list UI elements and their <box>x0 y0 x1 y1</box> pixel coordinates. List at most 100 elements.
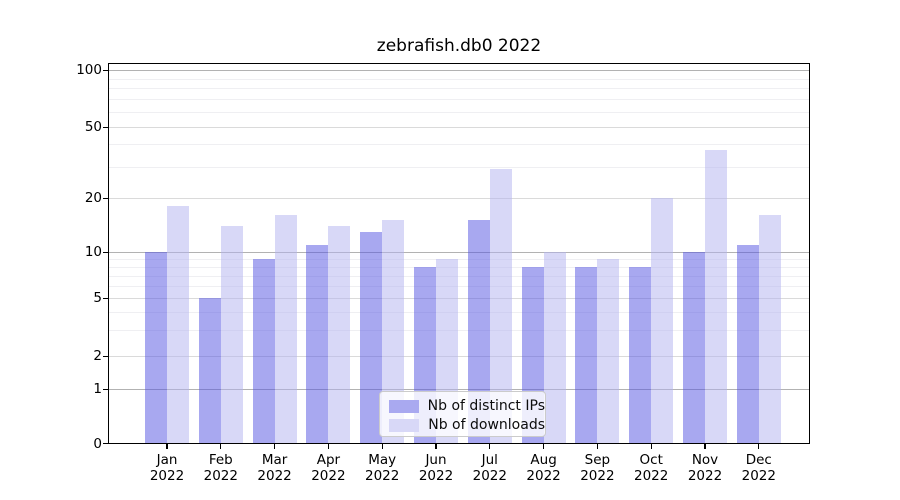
x-label-year-jul: 2022 <box>472 468 507 484</box>
x-label-month-feb: Feb <box>208 452 233 468</box>
bar-downloads-feb <box>220 225 243 444</box>
bar-distinct-ips-feb <box>198 298 221 444</box>
x-tick-label-jun: Jun 2022 <box>405 452 467 484</box>
x-tick-label-jul: Jul 2022 <box>459 452 521 484</box>
legend-swatch-downloads <box>389 418 420 432</box>
gridline-9 <box>108 258 810 260</box>
bar-downloads-jan <box>167 206 189 444</box>
y-tick-2 <box>103 355 108 357</box>
x-label-month-dec: Dec <box>745 452 772 468</box>
x-label-year-mar: 2022 <box>257 468 292 484</box>
legend-label-downloads: Nb of downloads <box>428 417 545 433</box>
x-label-year-may: 2022 <box>365 468 400 484</box>
x-tick-label-mar: Mar 2022 <box>244 452 306 484</box>
bar-downloads-aug <box>543 252 566 444</box>
bar-distinct-ips-apr <box>306 244 329 444</box>
bar-distinct-ips-nov <box>683 252 705 444</box>
gridline-80 <box>108 88 810 90</box>
x-tick-label-nov: Nov 2022 <box>674 452 736 484</box>
bar-downloads-oct <box>651 198 674 444</box>
x-tick-dec <box>758 444 760 449</box>
x-tick-label-dec: Dec 2022 <box>728 452 790 484</box>
x-label-year-jan: 2022 <box>149 468 185 484</box>
gridline-3 <box>108 330 810 332</box>
x-tick-apr <box>327 444 330 449</box>
x-label-month-sep: Sep <box>584 452 611 468</box>
x-label-year-oct: 2022 <box>634 468 669 484</box>
x-label-year-nov: 2022 <box>687 468 723 484</box>
y-tick-1 <box>103 388 108 390</box>
bar-downloads-sep <box>597 258 620 444</box>
gridline-2 <box>108 356 810 357</box>
x-tick-label-apr: Apr 2022 <box>297 452 359 484</box>
gridline-20 <box>108 198 810 199</box>
x-label-month-jul: Jul <box>481 452 498 468</box>
x-label-month-aug: Aug <box>530 452 557 468</box>
y-tick-50 <box>103 126 108 128</box>
x-label-month-jun: Jun <box>425 452 447 468</box>
bar-distinct-ips-may <box>360 231 383 444</box>
gridline-90 <box>108 78 810 80</box>
y-tick-10 <box>103 251 108 253</box>
x-tick-label-feb: Feb 2022 <box>190 452 252 484</box>
legend: Nb of distinct IPs Nb of downloads <box>379 391 546 437</box>
y-tick-label-5: 5 <box>93 290 102 306</box>
x-tick-label-may: May 2022 <box>351 452 413 484</box>
x-tick-label-oct: Oct 2022 <box>620 452 682 484</box>
bar-downloads-mar <box>274 215 297 444</box>
bar-distinct-ips-jul <box>467 220 490 444</box>
x-tick-oct <box>650 444 652 449</box>
bar-downloads-jul <box>489 169 512 444</box>
x-tick-nov <box>704 444 706 449</box>
x-label-month-nov: Nov <box>691 452 719 468</box>
legend-swatch-distinct-ips <box>389 399 419 413</box>
x-label-month-oct: Oct <box>639 452 663 468</box>
legend-label-distinct-ips: Nb of distinct IPs <box>427 398 545 414</box>
gridline-40 <box>108 144 810 146</box>
legend-item-downloads: Nb of downloads <box>389 416 545 434</box>
y-tick-0 <box>103 443 108 445</box>
x-label-year-jun: 2022 <box>418 468 454 484</box>
x-tick-jun <box>435 444 437 449</box>
x-label-month-jan: Jan <box>156 452 178 468</box>
bar-downloads-dec <box>758 215 781 444</box>
gridline-8 <box>108 266 810 268</box>
y-tick-label-2: 2 <box>93 348 102 364</box>
y-tick-label-100: 100 <box>76 62 102 78</box>
x-label-year-dec: 2022 <box>741 468 776 484</box>
x-label-month-mar: Mar <box>261 452 288 468</box>
x-tick-label-jan: Jan 2022 <box>136 452 198 484</box>
y-tick-5 <box>103 297 108 299</box>
x-tick-feb <box>220 444 222 449</box>
x-tick-mar <box>274 444 276 449</box>
gridline-30 <box>108 166 810 168</box>
gridline-6 <box>108 285 810 287</box>
y-tick-label-0: 0 <box>93 435 102 452</box>
x-tick-label-aug: Aug 2022 <box>513 452 575 484</box>
x-tick-aug <box>543 444 545 449</box>
x-label-year-aug: 2022 <box>526 468 561 484</box>
y-tick-label-20: 20 <box>84 190 102 206</box>
gridline-70 <box>108 99 810 101</box>
bar-downloads-apr <box>328 225 351 444</box>
bar-distinct-ips-mar <box>252 258 275 444</box>
chart-title: zebrafish.db0 2022 <box>376 36 542 56</box>
plot-area <box>108 63 810 444</box>
y-tick-20 <box>103 197 108 199</box>
y-tick-label-1: 1 <box>93 381 102 397</box>
x-label-month-apr: Apr <box>316 452 341 468</box>
bar-distinct-ips-oct <box>629 266 652 444</box>
legend-item-distinct-ips: Nb of distinct IPs <box>389 397 545 415</box>
y-tick-label-10: 10 <box>84 244 102 260</box>
gridline-50 <box>108 127 810 128</box>
bar-distinct-ips-sep <box>575 266 598 444</box>
y-tick-label-50: 50 <box>84 119 102 135</box>
gridline-4 <box>108 312 810 314</box>
x-tick-label-sep: Sep 2022 <box>566 452 628 484</box>
gridline-60 <box>108 112 810 113</box>
x-label-month-may: May <box>368 452 397 468</box>
gridline-10 <box>108 252 810 254</box>
x-label-year-apr: 2022 <box>311 468 346 484</box>
gridline-5 <box>108 298 810 299</box>
